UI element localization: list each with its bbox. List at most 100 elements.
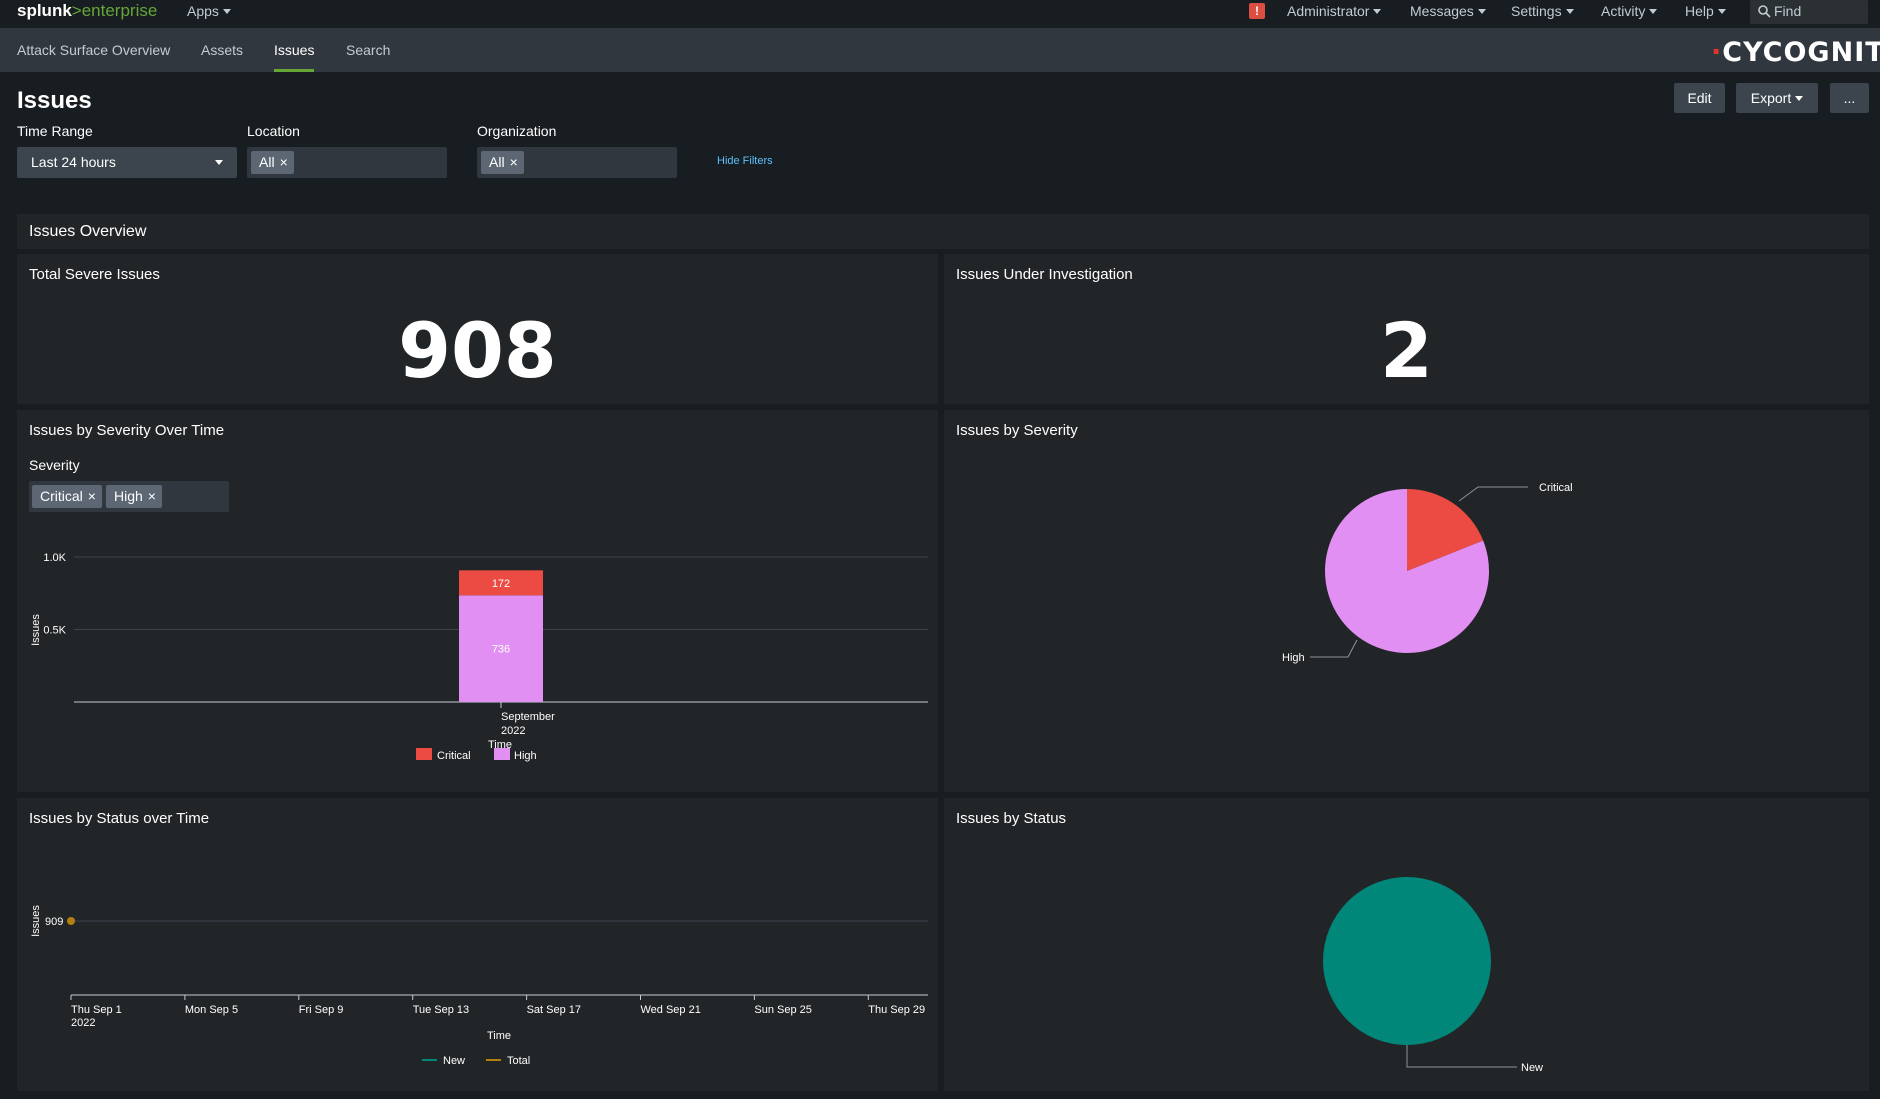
x-axis-title: Time xyxy=(487,1030,511,1042)
legend-label-critical: Critical xyxy=(437,750,471,762)
severity-pie-panel: Issues by Severity Critical High xyxy=(944,410,1869,792)
x-tick-label: Tue Sep 13 xyxy=(413,1004,469,1016)
page-title: Issues xyxy=(17,87,92,114)
chevron-down-icon xyxy=(1373,9,1382,14)
status-over-time-panel: Issues by Status over Time Issues 909 Thu … xyxy=(17,798,938,1091)
organization-label: Organization xyxy=(477,123,557,139)
chevron-down-icon xyxy=(1795,96,1804,101)
bar-critical xyxy=(459,570,543,596)
tab-search[interactable]: Search xyxy=(346,42,391,58)
x-tick-label: Thu Sep 29 xyxy=(868,1004,925,1016)
x-tick-label: Thu Sep 1 xyxy=(71,1004,122,1016)
data-label: 909 xyxy=(45,916,63,928)
tab-issues[interactable]: Issues xyxy=(274,42,315,58)
location-multiselect[interactable]: All × xyxy=(247,147,447,178)
y-tick-label: 1.0K xyxy=(43,552,66,564)
panel-title: Issues by Severity xyxy=(956,422,1078,439)
chevron-down-icon xyxy=(1717,9,1726,14)
severity-over-time-panel: Issues by Severity Over Time Severity Cr… xyxy=(17,410,938,792)
hide-filters-link[interactable]: Hide Filters xyxy=(717,155,773,167)
x-tick-label: Sun Sep 25 xyxy=(754,1004,812,1016)
legend-label-new: New xyxy=(443,1055,465,1067)
pie-slice-critical xyxy=(1407,489,1484,571)
find-input[interactable]: Find xyxy=(1750,0,1868,24)
active-tab-indicator xyxy=(274,69,314,72)
severity-filter-label: Severity xyxy=(29,457,80,473)
x-tick-label: Sat Sep 17 xyxy=(527,1004,581,1016)
organization-chip-all[interactable]: All × xyxy=(481,151,524,174)
x-tick-label: Fri Sep 9 xyxy=(299,1004,344,1016)
legend-label-high: High xyxy=(514,750,537,762)
location-chip-all[interactable]: All × xyxy=(251,151,294,174)
tab-assets[interactable]: Assets xyxy=(201,42,244,58)
data-label: 736 xyxy=(492,644,510,656)
severity-stacked-bar-chart: 0.5K1.0KIssues736172September2022TimeCri… xyxy=(30,552,928,762)
close-icon[interactable]: × xyxy=(279,154,288,170)
pie-slice-high xyxy=(1325,489,1489,653)
severity-chip-high[interactable]: High × xyxy=(106,485,162,508)
time-range-label: Time Range xyxy=(17,123,93,139)
issues-overview-header: Issues Overview xyxy=(17,214,1869,249)
time-range-dropdown[interactable]: Last 24 hours xyxy=(17,147,237,178)
messages-menu[interactable]: Messages xyxy=(1410,3,1486,19)
legend-label-total: Total xyxy=(507,1055,530,1067)
panel-title: Issues by Status xyxy=(956,810,1067,827)
chevron-down-icon xyxy=(1565,9,1574,14)
leader-line-new xyxy=(1406,1045,1517,1068)
total-severe-value: 908 xyxy=(398,306,557,395)
chevron-down-icon xyxy=(215,160,223,165)
status-pie-panel: Issues by Status New xyxy=(944,798,1869,1091)
severity-chip-critical[interactable]: Critical × xyxy=(32,485,102,508)
alert-icon[interactable]: ! xyxy=(1249,3,1265,19)
pie-label-high: High xyxy=(1282,652,1305,664)
export-button[interactable]: Export xyxy=(1736,83,1818,113)
edit-button[interactable]: Edit xyxy=(1674,83,1725,113)
panel-title: Total Severe Issues xyxy=(29,266,160,283)
close-icon[interactable]: × xyxy=(509,154,518,170)
x-tick-label: Wed Sep 21 xyxy=(641,1004,701,1016)
search-icon xyxy=(1758,5,1771,18)
under-investigation-value: 2 xyxy=(1380,306,1433,395)
y-axis-title: Issues xyxy=(30,614,42,646)
panel-title: Issues by Status over Time xyxy=(29,810,210,827)
panel-title: Issues by Severity Over Time xyxy=(29,422,225,439)
severity-multiselect[interactable]: Critical × High × xyxy=(29,481,229,512)
y-tick-label: 0.5K xyxy=(43,625,66,637)
administrator-menu[interactable]: Administrator xyxy=(1287,3,1382,19)
status-line-chart: Issues 909 Thu Sep 1 Mon Sep 5 Fri Sep 9 Tue … xyxy=(30,905,928,1067)
location-label: Location xyxy=(247,123,300,139)
chevron-down-icon xyxy=(222,9,231,14)
panel-title: Issues Under Investigation xyxy=(956,266,1133,283)
pie-label-critical: Critical xyxy=(1539,482,1573,494)
splunk-logo[interactable]: splunk>enterprise xyxy=(17,1,158,20)
x-tick-label-year: 2022 xyxy=(71,1017,95,1029)
leader-line-critical xyxy=(1458,486,1528,502)
x-tick-label-year: 2022 xyxy=(501,725,525,737)
help-menu[interactable]: Help xyxy=(1685,3,1726,19)
x-tick-label: September xyxy=(501,711,555,723)
settings-menu[interactable]: Settings xyxy=(1511,3,1574,19)
total-severe-issues-panel: Total Severe Issues 908 xyxy=(17,254,938,404)
legend-swatch-high xyxy=(494,748,510,760)
close-icon[interactable]: × xyxy=(87,488,96,504)
top-bar: splunk>enterprise Apps ! Administrator M… xyxy=(0,0,1880,28)
tab-attack-surface-overview[interactable]: Attack Surface Overview xyxy=(17,42,171,58)
chevron-down-icon xyxy=(1477,9,1486,14)
status-pie-chart: New xyxy=(1323,877,1543,1074)
data-label: 172 xyxy=(492,578,510,590)
close-icon[interactable]: × xyxy=(147,488,156,504)
data-point-total xyxy=(67,917,75,925)
more-actions-button[interactable]: ... xyxy=(1830,83,1869,113)
app-nav-bar xyxy=(0,28,1880,72)
leader-line-high xyxy=(1310,639,1358,658)
cycognito-logo: ·CYCOGNITO xyxy=(1711,37,1880,68)
chevron-down-icon xyxy=(1649,9,1658,14)
bar-high xyxy=(459,595,543,702)
x-tick-label: Mon Sep 5 xyxy=(185,1004,238,1016)
apps-menu[interactable]: Apps xyxy=(187,3,231,19)
organization-multiselect[interactable]: All × xyxy=(477,147,677,178)
severity-pie-chart: Critical High xyxy=(1282,482,1573,664)
pie-slice-new xyxy=(1323,877,1491,1045)
activity-menu[interactable]: Activity xyxy=(1601,3,1658,19)
y-axis-title: Issues xyxy=(30,905,42,937)
